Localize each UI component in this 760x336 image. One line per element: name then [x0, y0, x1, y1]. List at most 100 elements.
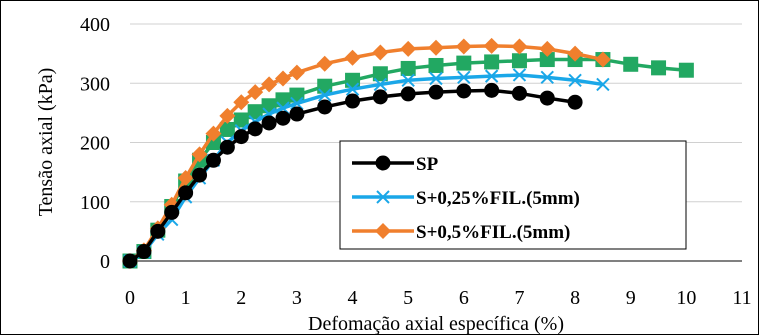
- series-sp: [122, 82, 583, 269]
- legend-label: S+0,25%FIL.(5mm): [416, 188, 580, 209]
- point-marker: [400, 60, 416, 76]
- legend-entry: S+0,5%FIL.(5mm): [352, 222, 570, 243]
- point-marker: [456, 83, 472, 99]
- point-marker: [483, 37, 500, 54]
- point-marker: [511, 38, 528, 55]
- point-marker: [651, 60, 667, 76]
- point-marker: [484, 69, 499, 83]
- point-marker: [401, 73, 415, 87]
- point-marker: [372, 66, 388, 82]
- point-marker: [261, 115, 277, 131]
- y-tick-label: 300: [80, 73, 110, 95]
- point-marker: [191, 146, 208, 163]
- legend-label: S+0,5%FIL.(5mm): [416, 222, 570, 243]
- point-marker: [247, 104, 263, 120]
- x-tick-label: 1: [181, 287, 191, 309]
- point-marker: [540, 70, 554, 85]
- point-marker: [233, 112, 249, 128]
- x-tick-label: 3: [292, 287, 302, 309]
- y-axis-title: Tensão axial (kPa): [35, 68, 57, 217]
- point-marker: [261, 76, 278, 93]
- x-tick-label: 0: [125, 287, 135, 309]
- x-tick-label: 11: [732, 287, 751, 309]
- point-marker: [219, 121, 235, 137]
- point-marker: [594, 51, 611, 68]
- point-marker: [376, 190, 390, 204]
- point-marker: [290, 96, 304, 111]
- series-line: [129, 73, 604, 263]
- point-marker: [289, 106, 305, 122]
- y-tick-label: 0: [100, 251, 110, 273]
- legend-label: SP: [416, 154, 439, 175]
- point-marker: [457, 70, 471, 85]
- point-marker: [316, 55, 333, 72]
- point-marker: [428, 84, 444, 100]
- point-marker: [539, 90, 555, 106]
- point-marker: [318, 88, 332, 102]
- point-marker: [345, 82, 360, 96]
- legend: SP S+0,25%FIL.(5mm) S+0,5%FIL.(5mm): [339, 140, 687, 250]
- point-marker: [219, 107, 236, 124]
- point-marker: [219, 139, 235, 155]
- point-marker: [511, 85, 527, 101]
- point-marker: [136, 244, 152, 260]
- point-marker: [428, 57, 444, 73]
- point-marker: [233, 129, 249, 145]
- x-tick-label: 2: [236, 287, 246, 309]
- point-marker: [375, 155, 391, 171]
- point-marker: [345, 93, 361, 109]
- point-marker: [164, 204, 180, 220]
- point-marker: [567, 94, 583, 110]
- x-tick-label: 9: [626, 287, 636, 309]
- x-axis-title: Defomação axial específica (%): [308, 313, 564, 335]
- x-tick-label: 8: [570, 287, 580, 309]
- y-tick-label: 100: [80, 192, 110, 214]
- point-marker: [275, 70, 291, 87]
- point-marker: [373, 77, 388, 92]
- y-tick-label: 200: [80, 133, 110, 155]
- x-tick-label: 4: [348, 287, 358, 309]
- point-marker: [375, 223, 391, 239]
- point-marker: [205, 125, 222, 142]
- y-tick-labels: 0 100 200 300 400: [80, 14, 110, 273]
- point-marker: [596, 77, 610, 92]
- legend-entry: S+0,25%FIL.(5mm): [352, 188, 580, 209]
- point-marker: [122, 253, 138, 269]
- point-marker: [456, 55, 472, 71]
- point-marker: [317, 99, 333, 115]
- point-marker: [567, 45, 584, 62]
- point-marker: [539, 40, 556, 57]
- x-tick-label: 6: [459, 287, 469, 309]
- point-marker: [539, 52, 555, 68]
- point-marker: [568, 73, 582, 87]
- legend-entry: SP: [352, 154, 439, 175]
- y-tick-label: 400: [80, 14, 110, 36]
- point-marker: [192, 167, 208, 183]
- point-marker: [484, 54, 500, 70]
- x-tick-label: 5: [403, 287, 413, 309]
- point-marker: [455, 38, 472, 55]
- point-marker: [512, 68, 527, 82]
- x-tick-labels: 0 1 2 3 4 5 6 7 8 9 10 11: [125, 287, 752, 309]
- point-marker: [372, 44, 389, 61]
- point-marker: [678, 62, 694, 78]
- point-marker: [511, 53, 527, 69]
- point-marker: [623, 56, 639, 72]
- point-marker: [484, 82, 500, 98]
- point-marker: [345, 72, 361, 88]
- point-marker: [247, 121, 263, 137]
- series-layer: [122, 37, 694, 269]
- point-marker: [205, 152, 221, 168]
- x-tick-label: 10: [676, 287, 696, 309]
- point-marker: [428, 39, 444, 56]
- point-marker: [400, 40, 417, 57]
- point-marker: [177, 170, 194, 187]
- point-marker: [372, 89, 388, 105]
- point-marker: [400, 86, 416, 102]
- point-marker: [233, 94, 250, 111]
- point-marker: [288, 64, 305, 81]
- point-marker: [275, 110, 291, 126]
- point-marker: [344, 49, 361, 66]
- point-marker: [317, 78, 333, 94]
